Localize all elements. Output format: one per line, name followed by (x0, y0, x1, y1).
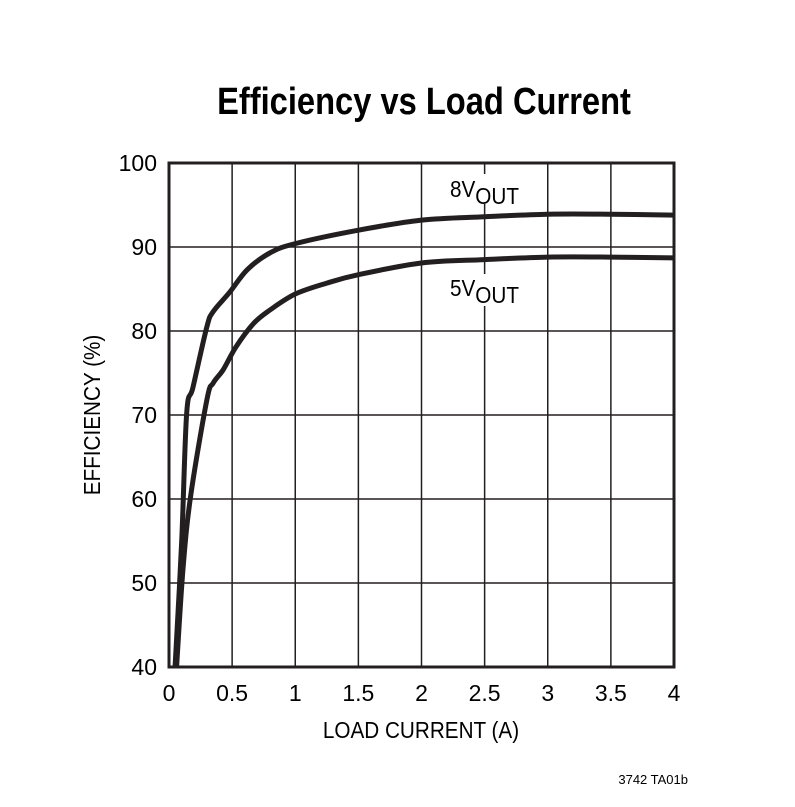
y-tick-label: 50 (131, 570, 157, 596)
series-lines (172, 211, 675, 668)
y-tick-label: 40 (131, 654, 157, 680)
x-tick-label: 2.5 (469, 680, 501, 706)
y-tick-label: 80 (131, 318, 157, 344)
plot-frame (167, 161, 676, 669)
label-bg (446, 274, 522, 306)
series-label-5vout: 5VOUT (450, 275, 519, 308)
y-tick-label: 90 (131, 234, 157, 260)
label-bg (446, 174, 522, 204)
series-label-8vout: 8VOUT (450, 176, 519, 209)
series-line-5vout (174, 254, 675, 668)
x-axis-label: LOAD CURRENT (A) (323, 717, 519, 743)
y-axis-label: EFFICIENCY (%) (79, 335, 105, 496)
x-tick-label: 1.5 (342, 680, 374, 706)
x-tick-label: 1 (289, 680, 302, 706)
x-tick-label: 0.5 (216, 680, 248, 706)
footnote: 3742 TA01b (618, 772, 688, 787)
chart-title: Efficiency vs Load Current (217, 80, 631, 123)
x-tick-label: 4 (668, 680, 681, 706)
grid (167, 161, 676, 669)
x-tick-label: 0 (163, 680, 176, 706)
tick-labels: 0 0.5 1 1.5 2 2.5 3 3.5 4 40 50 60 70 80 90 100 (119, 150, 681, 706)
y-tick-label: 70 (131, 402, 157, 428)
x-tick-label: 3 (541, 680, 554, 706)
x-tick-label: 3.5 (595, 680, 627, 706)
x-tick-label: 2 (415, 680, 428, 706)
y-tick-label: 100 (119, 150, 157, 176)
y-tick-label: 60 (131, 486, 157, 512)
series-line-8vout (172, 211, 675, 668)
